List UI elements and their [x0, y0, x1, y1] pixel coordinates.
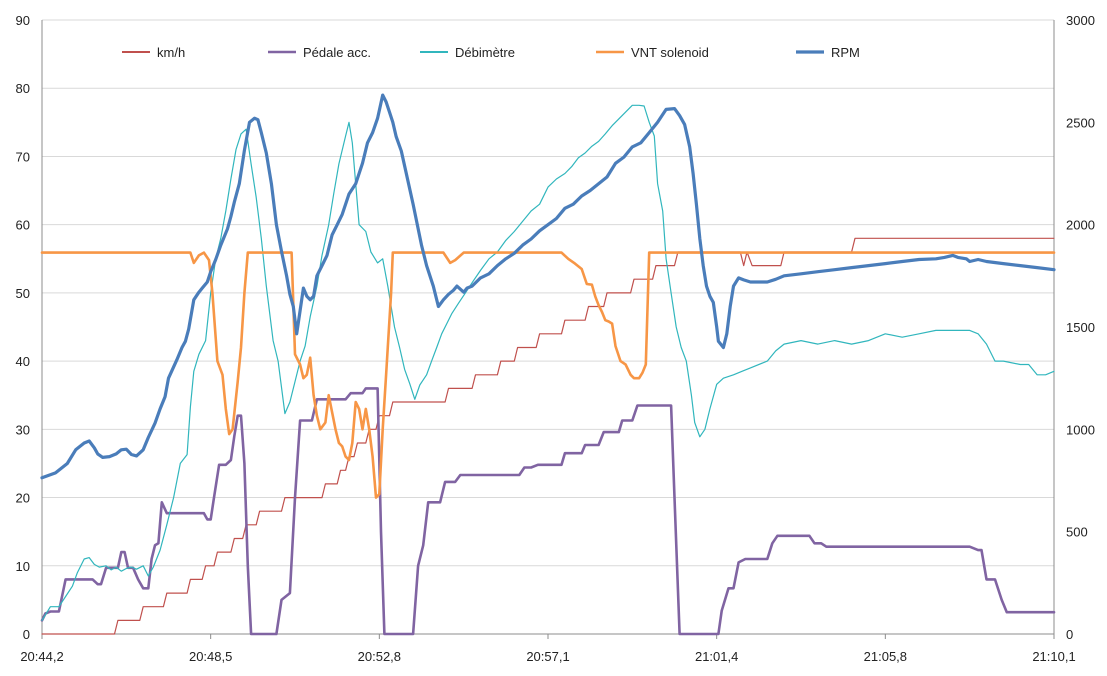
- series-line-1: [40, 387, 1056, 636]
- y-left-tick-label: 20: [16, 491, 30, 506]
- y-left-tick-label: 0: [23, 627, 30, 642]
- y-left-tick-label: 40: [16, 354, 30, 369]
- x-tick-label: 21:05,8: [864, 649, 907, 664]
- x-tick-label: 20:57,1: [526, 649, 569, 664]
- axes: 0 10 20 30 40 50 60 70 80 90 0 500 1000 1500 2000 2500 3…: [16, 13, 1095, 664]
- series-line-2: [41, 104, 1055, 621]
- series-line-3: [40, 251, 1056, 499]
- y-right-tick-label: 3000: [1066, 13, 1095, 28]
- y-left-tick-label: 60: [16, 218, 30, 233]
- series-line-4: [40, 93, 1056, 480]
- y-right-tick-label: 2000: [1066, 218, 1095, 233]
- y-right-tick-label: 1500: [1066, 320, 1095, 335]
- y-left-tick-label: 70: [16, 149, 30, 164]
- legend: km/h Pédale acc. Débimètre VNT solenoid RPM: [122, 45, 860, 60]
- x-tick-label: 21:10,1: [1032, 649, 1075, 664]
- y-left-tick-label: 30: [16, 422, 30, 437]
- legend-label-1: Pédale acc.: [303, 45, 371, 60]
- x-tick-label: 21:01,4: [695, 649, 738, 664]
- legend-label-4: RPM: [831, 45, 860, 60]
- series-layer: [40, 93, 1056, 636]
- y-left-tick-label: 90: [16, 13, 30, 28]
- x-tick-label: 20:52,8: [358, 649, 401, 664]
- y-right-tick-label: 500: [1066, 525, 1088, 540]
- y-right-tick-label: 0: [1066, 627, 1073, 642]
- y-right-tick-label: 1000: [1066, 422, 1095, 437]
- x-tick-label: 20:48,5: [189, 649, 232, 664]
- legend-label-3: VNT solenoid: [631, 45, 709, 60]
- y-left-tick-label: 80: [16, 81, 30, 96]
- legend-label-2: Débimètre: [455, 45, 515, 60]
- y-right-tick-label: 2500: [1066, 115, 1095, 130]
- y-left-tick-label: 50: [16, 286, 30, 301]
- legend-label-0: km/h: [157, 45, 185, 60]
- y-left-tick-label: 10: [16, 559, 30, 574]
- x-tick-label: 20:44,2: [20, 649, 63, 664]
